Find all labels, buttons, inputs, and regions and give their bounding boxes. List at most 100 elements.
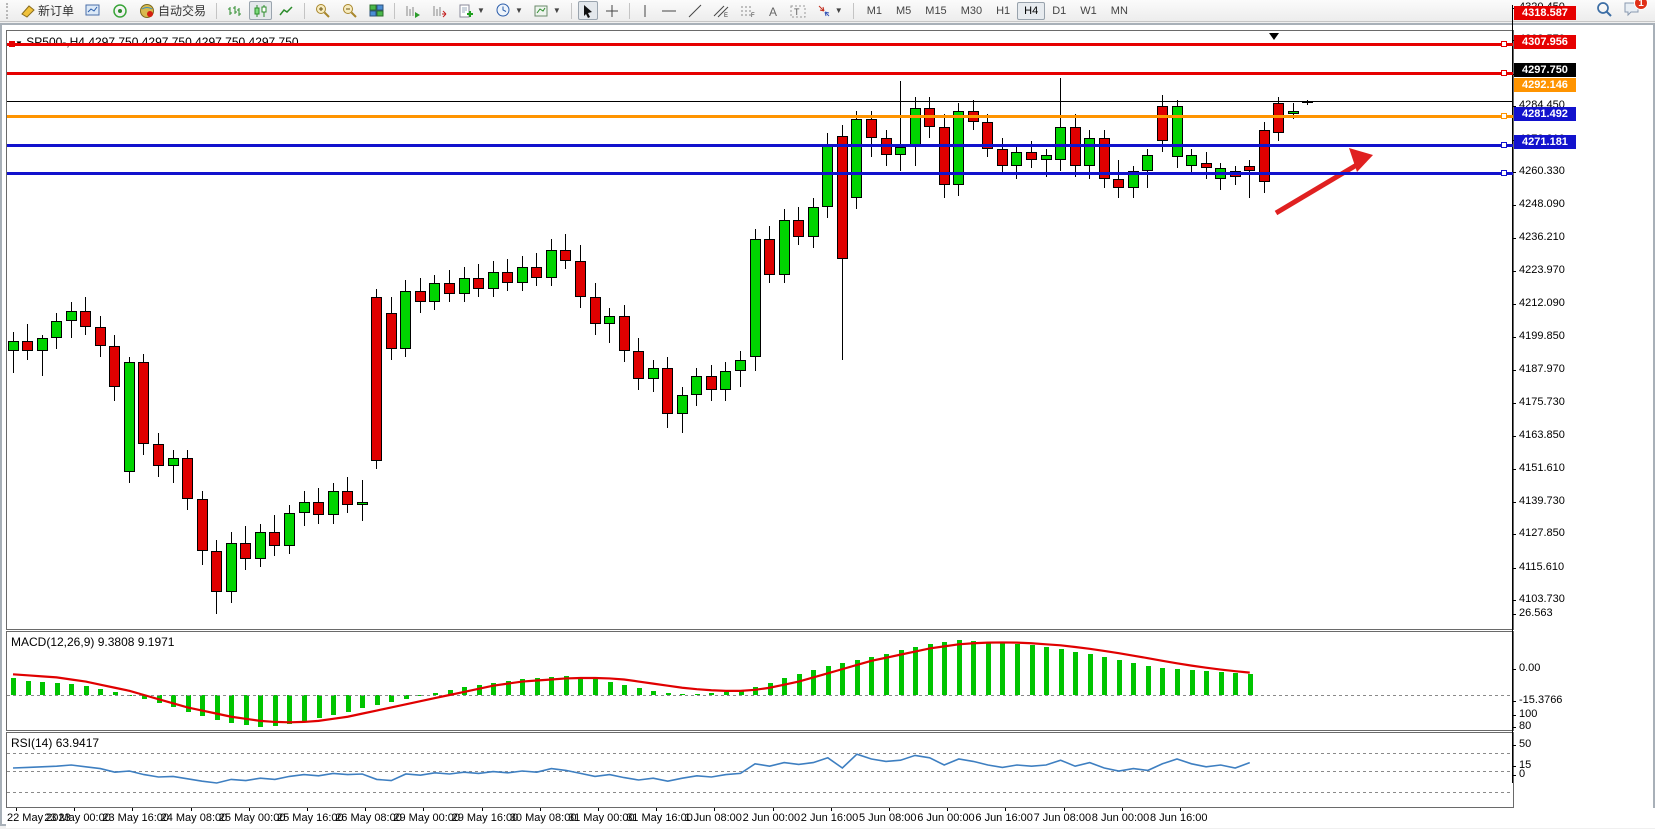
text-label-button[interactable]: T [786,1,810,20]
annotation-arrow[interactable] [7,31,1513,629]
candle [22,340,34,352]
line-handle[interactable] [1501,40,1507,47]
timeframe-w1-button[interactable]: W1 [1080,4,1097,17]
axis-tick [1512,435,1516,437]
macd-histogram-bar [98,688,104,695]
new-chart-button[interactable] [81,1,105,20]
candle [487,272,499,289]
toolbar-grip[interactable] [6,2,11,19]
main-chart-panel[interactable]: ▼ SP500-,H4 4297.750 4297.750 4297.750 4… [6,30,1514,630]
search-button[interactable] [1596,1,1613,20]
time-tick [830,808,832,811]
text-button[interactable]: A [763,1,783,20]
templates-button[interactable]: ▼ [530,1,565,20]
candle [400,291,412,349]
candlestick-chart-button[interactable] [249,1,273,20]
line-chart-button[interactable] [275,1,298,20]
candle [1287,110,1299,114]
timeframe-h4-button[interactable]: H4 [1017,1,1046,20]
candle-wick [12,332,14,374]
macd-histogram-bar [680,693,686,695]
bar-chart-button[interactable] [223,1,246,20]
candle [1244,165,1256,172]
axis-tick [1512,303,1516,305]
timeframe-h1-button[interactable]: H1 [996,4,1011,17]
chart-shift-marker[interactable] [1269,33,1279,40]
zoom-out-button[interactable] [338,1,362,20]
rsi-scale-label: 15 [1519,759,1532,771]
macd-panel[interactable]: MACD(12,26,9) 9.3808 9.1971 [6,631,1514,731]
crosshair-button[interactable] [601,1,623,20]
line-handle[interactable] [1501,69,1507,76]
chart-shift-button[interactable] [428,1,452,20]
current-price-line[interactable] [7,100,1513,102]
timeframe-mn-button[interactable]: MN [1110,4,1128,17]
macd-histogram-bar [112,691,118,695]
line-handle[interactable] [1501,142,1507,149]
axis-tick [1512,600,1516,601]
equidistant-channel-button[interactable]: E [709,1,733,20]
time-tick [714,808,716,811]
macd-histogram-bar [25,680,31,695]
bar-chart-icon [228,5,242,16]
time-label: 6 Jun 16:00 [975,812,1033,824]
candle [545,250,557,278]
timeframe-d1-button[interactable]: D1 [1052,4,1067,17]
line-handle[interactable] [9,40,15,47]
auto-scroll-button[interactable] [401,1,425,20]
new-order-button[interactable]: 新订单 [16,1,78,20]
fibonacci-button[interactable]: F [736,1,760,20]
notifications-button[interactable]: 1 [1623,0,1648,20]
candle [371,296,383,461]
cursor-button[interactable] [577,1,598,20]
add-indicator-icon [459,4,474,17]
macd-histogram-bar [505,680,511,695]
time-tick [889,808,890,811]
candle [444,283,455,295]
indicators-button[interactable]: ▼ [455,1,489,20]
macd-histogram-bar [141,695,147,700]
arrows-button[interactable]: ▼ [813,1,847,20]
macd-histogram-bar [796,674,802,695]
horizontal-line-object[interactable] [7,144,1513,148]
horizontal-line-object[interactable] [7,42,1513,46]
signals-button[interactable] [108,1,132,20]
timeframe-m15-button[interactable]: M15 [925,4,947,17]
autotrading-button[interactable]: 自动交易 [135,1,210,20]
time-label: 7 Jun 08:00 [1033,812,1092,824]
macd-histogram-bar [1044,647,1050,695]
price-axis[interactable]: 4320.4504308.5704296.3304284.4504272.210… [1512,0,1653,783]
candle [1156,105,1168,142]
line-handle[interactable] [1501,170,1507,177]
separator [394,2,396,19]
horizontal-line-button[interactable] [657,1,681,20]
search-icon [1597,2,1612,17]
timeframe-m5-button[interactable]: M5 [896,4,912,17]
horizontal-line-object[interactable] [7,115,1513,119]
vertical-line-button[interactable] [636,1,654,20]
timeframe-m1-button[interactable]: M1 [866,4,882,17]
trendline-button[interactable] [684,1,706,20]
separator [570,2,572,19]
tile-windows-button[interactable] [365,1,388,20]
time-label: 31 May 16:00 [626,812,693,824]
line-handle[interactable] [1501,113,1507,120]
zoom-in-button[interactable] [311,1,335,20]
macd-histogram-bar [1102,656,1108,695]
macd-main-value: 9.3808 [97,635,135,649]
macd-histogram-bar [884,653,889,695]
candle [589,296,601,325]
macd-histogram-bar [811,670,817,695]
macd-histogram-bar [825,666,831,695]
periods-button[interactable]: ▼ [492,1,527,20]
timeframe-m30-button[interactable]: M30 [960,4,983,17]
horizontal-line-object[interactable] [7,172,1513,176]
axis-tick [1512,237,1516,239]
macd-histogram-bar [1087,653,1093,695]
candle [982,121,994,150]
time-axis[interactable]: 22 May 2023 23 May 00:00 23 May 16:00 24 Ma… [6,808,1655,828]
time-tick [1063,808,1065,811]
rsi-panel[interactable]: RSI(14) 63.9417 [6,732,1514,808]
horizontal-line-object[interactable] [7,71,1513,75]
dropdown-caret-icon: ▼ [552,6,561,15]
